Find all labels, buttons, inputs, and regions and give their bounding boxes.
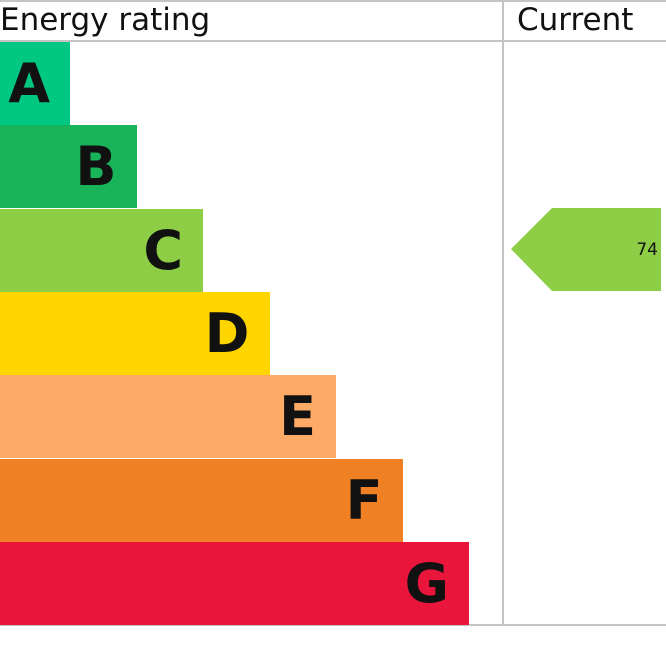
energy-rating-header: Energy rating xyxy=(0,2,211,38)
band-bar-f: F xyxy=(0,458,403,542)
band-bar-b: B xyxy=(0,125,137,209)
band-label: D xyxy=(204,301,250,365)
band-label: A xyxy=(8,52,50,115)
bottom-border xyxy=(0,624,666,626)
header-divider xyxy=(0,40,666,42)
band-bar-c: C xyxy=(0,208,203,292)
band-label: F xyxy=(345,468,383,532)
current-rating-value: 74 xyxy=(636,240,658,260)
current-header: Current xyxy=(517,2,634,38)
band-label: G xyxy=(404,551,449,615)
band-label: B xyxy=(75,135,117,199)
band-label: E xyxy=(279,385,316,449)
band-bar-e: E xyxy=(0,375,336,459)
band-label: C xyxy=(143,218,183,282)
top-border xyxy=(0,0,666,2)
band-bar-g: G xyxy=(0,541,469,625)
band-bar-a: A xyxy=(0,42,70,125)
band-bar-d: D xyxy=(0,291,270,375)
column-divider xyxy=(502,0,504,626)
current-arrow-shape xyxy=(511,208,661,291)
